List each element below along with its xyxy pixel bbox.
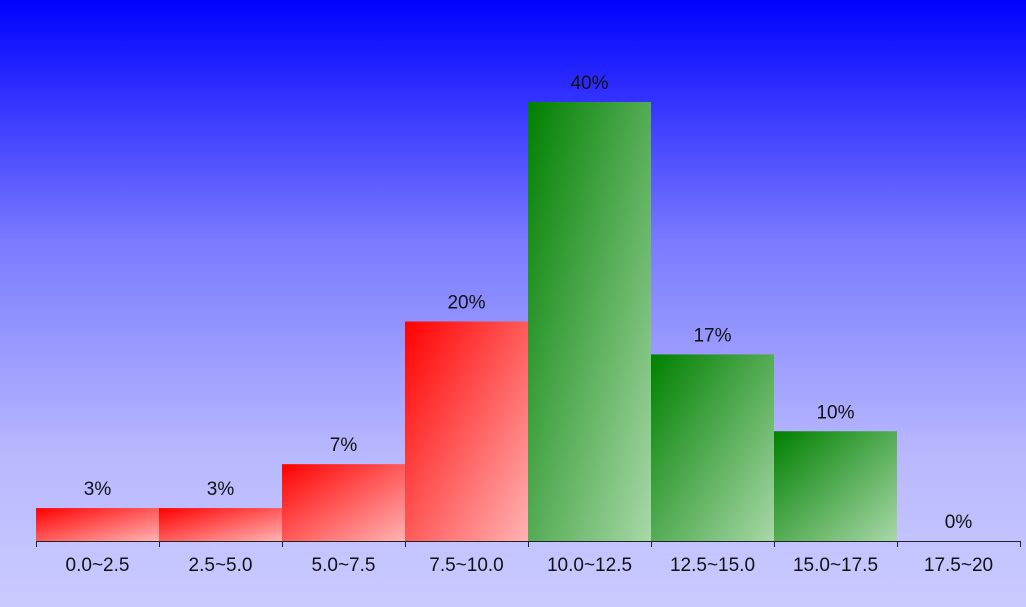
value-label-0-0-2-5: 3% bbox=[84, 479, 112, 500]
category-label-12-5-15-0: 12.5~15.0 bbox=[670, 555, 755, 576]
bar-15-0-17-5 bbox=[774, 431, 897, 541]
value-label-12-5-15-0: 17% bbox=[693, 325, 731, 346]
bar-2-5-5-0 bbox=[159, 508, 282, 541]
category-label-5-0-7-5: 5.0~7.5 bbox=[312, 555, 376, 576]
bar-10-0-12-5 bbox=[528, 102, 651, 541]
category-label-17-5-20: 17.5~20 bbox=[924, 555, 993, 576]
bar-5-0-7-5 bbox=[282, 464, 405, 541]
value-label-10-0-12-5: 40% bbox=[570, 73, 608, 94]
category-label-7-5-10-0: 7.5~10.0 bbox=[429, 555, 504, 576]
value-label-15-0-17-5: 10% bbox=[816, 402, 854, 423]
bar-7-5-10-0 bbox=[405, 321, 528, 541]
category-label-0-0-2-5: 0.0~2.5 bbox=[66, 555, 130, 576]
value-label-17-5-20: 0% bbox=[945, 512, 973, 533]
value-label-7-5-10-0: 20% bbox=[447, 293, 485, 314]
value-labels-group: 3% 3% 7% 20% 40% 17% 10% 0% bbox=[84, 73, 973, 533]
bars-group bbox=[36, 102, 897, 541]
category-labels-group: 0.0~2.5 2.5~5.0 5.0~7.5 7.5~10.0 10.0~12.5 12… bbox=[66, 555, 994, 576]
bar-0-0-2-5 bbox=[36, 508, 159, 541]
x-axis bbox=[36, 541, 1021, 547]
value-label-2-5-5-0: 3% bbox=[207, 479, 235, 500]
category-label-2-5-5-0: 2.5~5.0 bbox=[189, 555, 253, 576]
value-label-5-0-7-5: 7% bbox=[330, 435, 358, 456]
bar-12-5-15-0 bbox=[651, 354, 774, 541]
category-label-10-0-12-5: 10.0~12.5 bbox=[547, 555, 632, 576]
category-label-15-0-17-5: 15.0~17.5 bbox=[793, 555, 878, 576]
